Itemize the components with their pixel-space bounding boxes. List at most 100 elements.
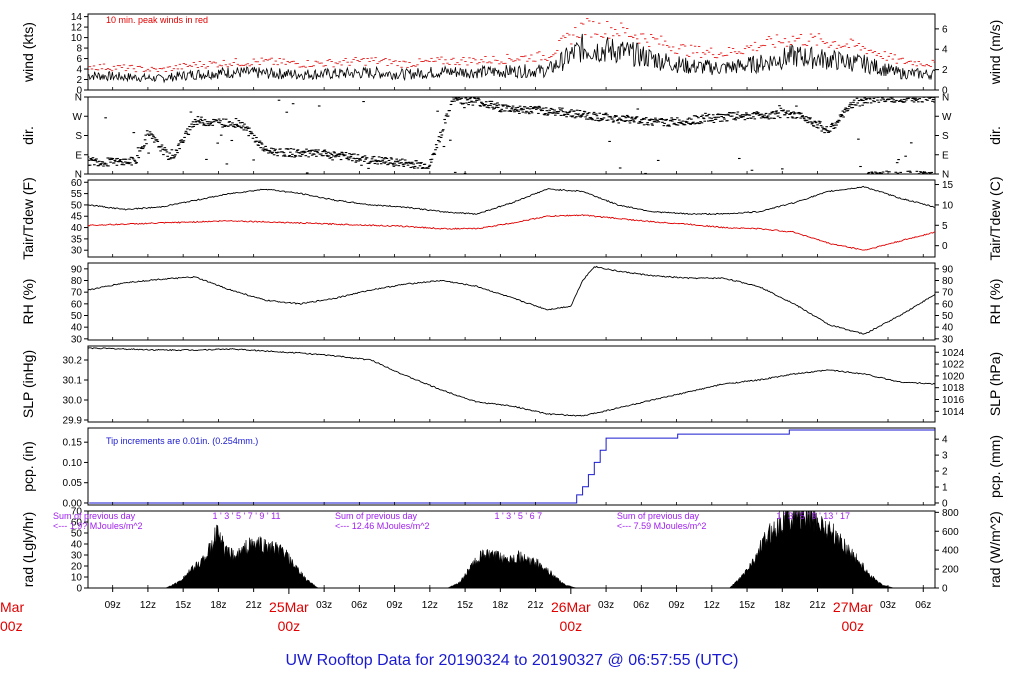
tdew-series bbox=[88, 214, 935, 251]
rh-ytick-label: 40 bbox=[71, 323, 83, 334]
dir-ylabel-right: dir. bbox=[987, 126, 1003, 145]
slp-ytick-label: 29.9 bbox=[63, 416, 83, 427]
rad-annotation: Sum of previous day bbox=[617, 511, 700, 521]
rh-ytick-label: 70 bbox=[71, 288, 83, 299]
rad-hour-markers: 1 ' 3 ' 5 ' 9 ' 13 ' 17 bbox=[776, 511, 850, 521]
slp-ytick-label: 30.2 bbox=[63, 356, 83, 367]
rh-ytick-label: 90 bbox=[71, 264, 83, 275]
temp-ytick-right-label: 0 bbox=[942, 241, 948, 252]
wind-frame bbox=[87, 13, 936, 91]
dir-ytick-right-label: S bbox=[942, 131, 949, 142]
rad-annotation: <--- 7.59 MJoules/m^2 bbox=[617, 521, 707, 531]
dir-ytick-label: W bbox=[73, 112, 83, 123]
pcp-ytick-label: 0.10 bbox=[63, 458, 83, 469]
chart-title: UW Rooftop Data for 20190324 to 20190327… bbox=[286, 652, 739, 669]
dir-ytick-label: N bbox=[75, 170, 82, 181]
slp-data bbox=[88, 347, 935, 417]
rh-ylabel: RH (%) bbox=[20, 279, 36, 325]
pcp-data bbox=[89, 429, 935, 504]
rad-ytick-right-label: 800 bbox=[942, 508, 959, 519]
temp-ytick-label: 50 bbox=[71, 200, 83, 211]
pcp-series bbox=[89, 429, 935, 504]
pcp-ytick-right-label: 4 bbox=[942, 435, 948, 446]
temp-ytick-label: 30 bbox=[71, 246, 83, 257]
wind-ytick-right-label: 4 bbox=[942, 45, 948, 56]
temp-ytick-right-label: 5 bbox=[942, 221, 948, 232]
rad-ytick-label: 30 bbox=[71, 551, 83, 562]
rad-ytick-label: 20 bbox=[71, 562, 83, 573]
slp-frame bbox=[87, 345, 936, 423]
temp-data bbox=[88, 185, 935, 251]
rh-frame bbox=[87, 262, 936, 341]
gust-series bbox=[88, 18, 935, 73]
xtick-label: 15z bbox=[457, 600, 473, 611]
dir-ylabel: dir. bbox=[20, 126, 36, 145]
wind-ytick-label: 12 bbox=[71, 23, 83, 34]
xtick-label: 06z bbox=[915, 600, 931, 611]
wind-ytick-right-label: 2 bbox=[942, 65, 948, 76]
rad-annotation: <--- 12.46 MJoules/m^2 bbox=[335, 521, 430, 531]
xtick-label: 06z bbox=[633, 600, 649, 611]
day-z-label: 00z bbox=[278, 618, 301, 634]
pcp-ytick-right-label: 3 bbox=[942, 451, 948, 462]
slp-ytick-right-label: 1020 bbox=[942, 371, 965, 382]
temp-ytick-right-label: 10 bbox=[942, 200, 954, 211]
rad-ytick-label: 10 bbox=[71, 573, 83, 584]
rad-ytick-label: 70 bbox=[71, 507, 83, 518]
rad-ytick-label: 40 bbox=[71, 540, 83, 551]
dir-ytick-right-label: N bbox=[942, 170, 949, 181]
pcp-ytick-right-label: 0 bbox=[942, 498, 948, 509]
xtick-label: 06z bbox=[351, 600, 367, 611]
wind-ytick-right-label: 6 bbox=[942, 24, 948, 35]
day-label: 25Mar bbox=[269, 599, 309, 615]
slp-ytick-right-label: 1016 bbox=[942, 395, 965, 406]
day-label: 26Mar bbox=[551, 599, 591, 615]
rh-ytick-right-label: 90 bbox=[942, 264, 954, 275]
pcp-ylabel-right: pcp. (mm) bbox=[987, 435, 1003, 498]
time-axis: 09z 12z 15z 18z 21z 03z 06z 09z 12z 15z 18z 21z 03z 0… bbox=[0, 588, 931, 634]
rad-hour-markers: 1 ' 3 ' 5 ' 7 ' 9 ' 11 bbox=[213, 511, 281, 521]
wind-series bbox=[88, 33, 935, 84]
xtick-label: 12z bbox=[422, 600, 438, 611]
wind-ylabel-right: wind (m/s) bbox=[987, 20, 1003, 86]
xtick-label: 21z bbox=[809, 600, 825, 611]
dir-ytick-right-label: N bbox=[942, 93, 949, 104]
xtick-label: 03z bbox=[880, 600, 896, 611]
tair-series bbox=[88, 185, 935, 216]
partial-day-z-label: 00z bbox=[0, 618, 23, 634]
slp-ytick-right-label: 1014 bbox=[942, 407, 965, 418]
pcp-frame bbox=[87, 427, 936, 506]
xtick-label: 15z bbox=[739, 600, 755, 611]
temp-ytick-label: 35 bbox=[71, 234, 83, 245]
rad-ylabel-right: rad (W/m^2) bbox=[987, 511, 1003, 588]
wind-ytick-label: 4 bbox=[76, 65, 82, 76]
slp-ytick-label: 30.0 bbox=[63, 396, 83, 407]
dir-ytick-right-label: W bbox=[942, 112, 952, 123]
dir-series bbox=[88, 97, 935, 174]
wind-ytick-label: 10 bbox=[71, 33, 83, 44]
rad-ytick-label: 0 bbox=[76, 584, 82, 595]
xtick-label: 09z bbox=[668, 600, 684, 611]
temp-ylabel-right: Tair/Tdew (C) bbox=[987, 176, 1003, 260]
rh-ylabel-right: RH (%) bbox=[987, 279, 1003, 325]
rad-ytick-right-label: 600 bbox=[942, 527, 959, 538]
rad-annotation: Sum of previous day bbox=[335, 511, 418, 521]
rh-ytick-label: 80 bbox=[71, 276, 83, 287]
dir-ytick-label: S bbox=[75, 131, 82, 142]
rad-ytick-label: 60 bbox=[71, 518, 83, 529]
panel-slp: 29.9 30.0 30.1 30.2 101410161018102010221024… bbox=[20, 345, 1003, 427]
rad-ytick-right-label: 400 bbox=[942, 546, 959, 557]
pcp-ytick-right-label: 1 bbox=[942, 483, 948, 494]
pcp-ylabel: pcp. (in) bbox=[20, 441, 36, 492]
temp-ytick-right-label: 15 bbox=[942, 180, 954, 191]
wind-ytick-label: 6 bbox=[76, 54, 82, 65]
dir-ytick-label: N bbox=[75, 93, 82, 104]
rh-ytick-right-label: 80 bbox=[942, 276, 954, 287]
wind-ytick-label: 8 bbox=[76, 44, 82, 55]
slp-ytick-right-label: 1024 bbox=[942, 348, 965, 359]
rad-ytick-right-label: 0 bbox=[942, 584, 948, 595]
temp-frame bbox=[87, 179, 936, 258]
